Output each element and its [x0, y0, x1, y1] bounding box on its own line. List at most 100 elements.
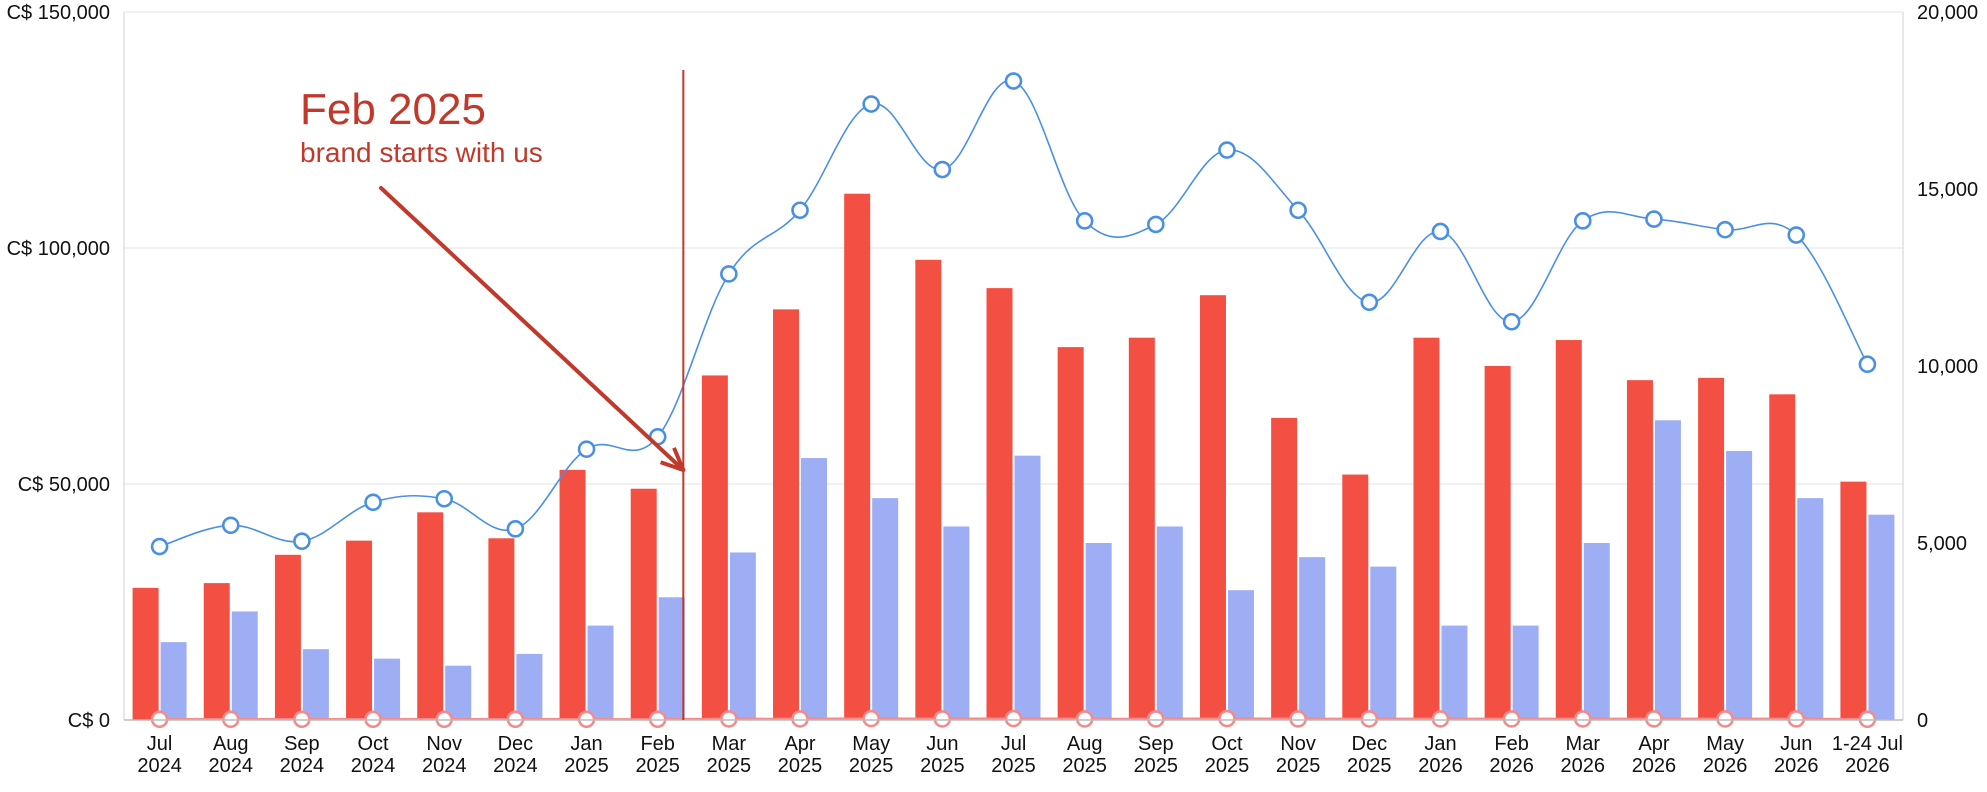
x-tick-label: Jan — [1424, 733, 1456, 755]
bar-series-2 — [1299, 557, 1326, 720]
bar-series-1 — [1342, 474, 1369, 720]
line-point-pink — [933, 710, 952, 728]
x-tick-label: Jan — [570, 733, 602, 755]
x-tick-label-year: 2025 — [778, 755, 823, 777]
line-point-blue — [720, 265, 738, 283]
x-tick-label: 1-24 Jul — [1832, 733, 1903, 755]
line-point-blue — [1431, 222, 1450, 241]
bar-series-2 — [1726, 450, 1753, 720]
bar-series-1 — [773, 309, 800, 720]
bar-series-1 — [915, 259, 942, 720]
bar-series-2 — [445, 665, 472, 720]
bar-series-2 — [231, 611, 258, 720]
line-point-blue — [577, 440, 596, 458]
x-tick-label: Nov — [1280, 733, 1316, 755]
line-point-pink — [1787, 710, 1806, 728]
x-tick-label: Apr — [784, 733, 815, 755]
line-point-pink — [862, 709, 880, 728]
bar-series-2 — [516, 653, 543, 720]
line-point-blue — [1645, 210, 1663, 228]
x-tick-label: Jun — [1780, 733, 1812, 755]
x-tick-label-year: 2025 — [849, 755, 894, 777]
axes: C$ 0 C$ 50,000 C$ 100,000 C$ 150,000 0 5,000 1… — [7, 2, 1979, 777]
line-point-blue — [1787, 226, 1806, 244]
bar-series-2 — [1654, 420, 1681, 720]
bar-series-2 — [1085, 543, 1112, 720]
x-tick-label: Sep — [284, 733, 320, 755]
bar-series-2 — [1227, 590, 1254, 720]
x-tick-label-year: 2024 — [137, 755, 182, 777]
x-tick-label-year: 2025 — [707, 755, 752, 777]
line-point-blue — [1573, 212, 1592, 230]
bar-series-1 — [274, 554, 301, 720]
line-series-blue — [159, 79, 1869, 548]
x-tick-label-year: 2025 — [564, 755, 609, 777]
bar-series-2 — [943, 526, 970, 720]
y-right-tick-label: 15,000 — [1917, 179, 1978, 201]
line-point-pink — [1645, 710, 1663, 728]
bar-series-1 — [132, 587, 159, 720]
x-tick-label-year: 2026 — [1632, 755, 1677, 777]
line-point-pink — [1431, 710, 1450, 728]
bar-series-2 — [801, 458, 828, 720]
line-point-pink — [1716, 710, 1734, 728]
bar-series-1 — [488, 538, 515, 720]
x-tick-label-year: 2025 — [1134, 755, 1179, 777]
bar-series-2 — [872, 498, 899, 720]
line-point-blue — [1147, 215, 1165, 234]
y-left-tick-label: C$ 150,000 — [7, 2, 110, 24]
x-tick-label-year: 2024 — [208, 755, 253, 777]
line-point-pink — [1502, 710, 1521, 728]
bar-series-1 — [1626, 380, 1653, 720]
line-point-pink — [791, 710, 809, 728]
x-tick-label-year: 2025 — [1347, 755, 1392, 777]
x-tick-label: May — [1706, 733, 1744, 755]
y-right-tick-label: 5,000 — [1917, 533, 1967, 555]
x-tick-label: Oct — [1211, 733, 1243, 755]
x-tick-label: Jun — [926, 733, 958, 755]
x-tick-label-year: 2025 — [991, 755, 1036, 777]
line-point-blue — [150, 537, 169, 556]
bar-series-1 — [1128, 337, 1155, 720]
x-tick-label: Mar — [1566, 733, 1601, 755]
x-tick-label-year: 2026 — [1845, 755, 1890, 777]
bar-series-2 — [160, 642, 187, 720]
x-tick-label-year: 2026 — [1703, 755, 1748, 777]
x-tick-label: Jul — [1001, 733, 1027, 755]
x-tick-label-year: 2025 — [635, 755, 680, 777]
x-tick-label: Feb — [640, 733, 674, 755]
line-point-blue — [293, 532, 311, 551]
bar-series-1 — [1057, 347, 1084, 720]
line-point-pink — [1360, 710, 1379, 728]
y-left-tick-label: C$ 0 — [68, 710, 110, 732]
y-right-tick-label: 20,000 — [1917, 2, 1978, 24]
bar-series-1 — [1555, 340, 1582, 720]
annotation-arrow-head — [659, 447, 686, 472]
x-tick-label-year: 2025 — [1205, 755, 1250, 777]
x-tick-label-year: 2026 — [1489, 755, 1534, 777]
line-point-blue — [1075, 212, 1094, 230]
y-right-tick-label: 10,000 — [1917, 356, 1978, 378]
line-point-pink — [720, 710, 738, 728]
annotation-title: Feb 2025 — [300, 85, 486, 134]
bars — [132, 193, 1895, 721]
bar-series-1 — [1484, 366, 1511, 720]
x-tick-label-year: 2025 — [920, 755, 965, 777]
bar-series-2 — [1156, 526, 1183, 720]
x-tick-label-year: 2024 — [280, 755, 325, 777]
annotation-arrow-shaft — [379, 186, 686, 472]
line-point-blue — [1502, 312, 1521, 331]
bar-series-2 — [587, 625, 614, 720]
bar-series-1 — [986, 288, 1013, 720]
line-point-blue — [506, 520, 525, 538]
x-tick-label: May — [852, 733, 890, 755]
y-left-tick-label: C$ 50,000 — [18, 474, 110, 496]
x-tick-label-year: 2025 — [1276, 755, 1321, 777]
line-point-blue — [364, 493, 382, 512]
x-tick-label-year: 2024 — [422, 755, 467, 777]
bar-series-2 — [1014, 455, 1041, 720]
line-point-pink — [1218, 709, 1236, 728]
bar-series-2 — [658, 597, 685, 720]
y-right-tick-label: 0 — [1917, 710, 1928, 732]
